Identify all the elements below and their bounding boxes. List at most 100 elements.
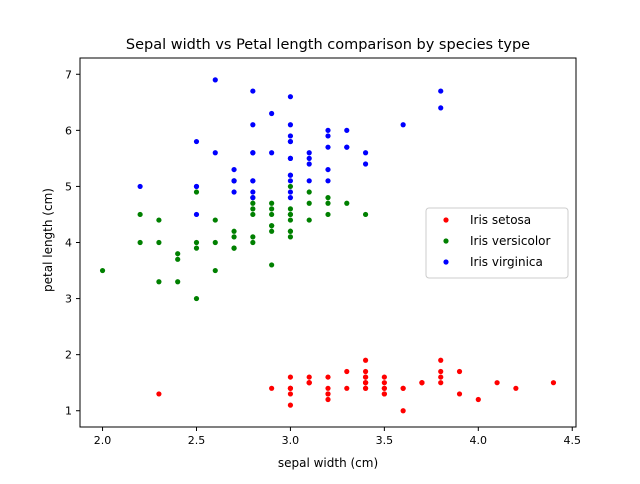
y-tick-label: 1 xyxy=(65,405,72,418)
iris-versicolor-point xyxy=(287,206,294,212)
iris-versicolor-point xyxy=(325,195,331,201)
legend-box xyxy=(425,207,569,279)
iris-versicolor-point xyxy=(250,206,256,212)
iris-virginica-point xyxy=(231,189,237,195)
iris-setosa-point xyxy=(287,385,294,391)
iris-versicolor-point xyxy=(250,200,256,206)
legend-marker-iris-setosa xyxy=(443,217,449,223)
iris-virginica-point xyxy=(287,178,294,184)
iris-versicolor-point xyxy=(269,228,275,234)
iris-virginica-point xyxy=(269,150,275,156)
iris-virginica-point xyxy=(287,138,294,145)
iris-versicolor-point xyxy=(231,228,237,234)
iris-virginica-point xyxy=(306,155,312,161)
plot-area-frame xyxy=(79,57,577,428)
iris-versicolor-point xyxy=(287,217,294,223)
iris-setosa-point xyxy=(344,368,350,375)
iris-versicolor-point xyxy=(212,217,218,223)
iris-setosa-point xyxy=(381,385,387,391)
iris-versicolor-point xyxy=(156,239,162,246)
iris-virginica-point xyxy=(250,150,256,156)
legend: Iris setosa Iris versicolor Iris virginica xyxy=(425,207,569,279)
iris-setosa-point xyxy=(438,380,444,386)
iris-virginica-point xyxy=(306,161,312,167)
iris-setosa-point xyxy=(306,380,312,386)
iris-virginica-point xyxy=(287,155,294,161)
iris-virginica-point xyxy=(438,88,444,94)
iris-virginica-point xyxy=(325,144,331,150)
iris-virginica-point xyxy=(325,166,331,173)
x-tick-label: 4.0 xyxy=(470,434,488,447)
iris-setosa-point xyxy=(475,396,481,403)
iris-versicolor-point xyxy=(212,239,218,246)
iris-virginica-point xyxy=(287,172,294,178)
iris-virginica-point xyxy=(250,178,256,184)
legend-label-iris-virginica: Iris virginica xyxy=(470,255,543,269)
iris-virginica-point xyxy=(325,133,331,139)
iris-setosa-point xyxy=(362,374,369,380)
iris-setosa-point xyxy=(362,357,369,363)
legend-label-iris-setosa: Iris setosa xyxy=(470,213,531,227)
iris-versicolor-point xyxy=(231,234,237,240)
iris-virginica-point xyxy=(306,178,312,184)
iris-virginica-point xyxy=(362,161,369,167)
iris-setosa-point xyxy=(306,374,312,380)
iris-virginica-point xyxy=(212,150,218,156)
iris-virginica-point xyxy=(250,88,256,94)
iris-versicolor-point xyxy=(325,200,331,206)
iris-setosa-point xyxy=(156,391,162,397)
y-tick-label: 5 xyxy=(65,180,72,193)
iris-setosa-point xyxy=(456,368,463,375)
iris-virginica-point xyxy=(137,183,143,190)
iris-setosa-point xyxy=(419,380,425,386)
iris-virginica-point xyxy=(306,150,312,156)
x-tick-label: 2.5 xyxy=(188,434,206,447)
iris-setosa-point xyxy=(362,380,369,386)
iris-versicolor-point xyxy=(344,200,350,206)
iris-versicolor-point xyxy=(231,245,237,251)
iris-virginica-point xyxy=(193,211,200,218)
x-tick-label: 4.5 xyxy=(563,434,581,447)
iris-versicolor-point xyxy=(193,239,200,246)
iris-virginica-point xyxy=(344,144,350,150)
iris-setosa-point xyxy=(381,391,387,397)
x-tick-label: 2.0 xyxy=(94,434,112,447)
iris-virginica-point xyxy=(212,77,218,83)
iris-versicolor-point xyxy=(306,189,312,195)
iris-virginica-point xyxy=(250,195,256,201)
iris-setosa-point xyxy=(400,385,406,391)
data-points xyxy=(99,77,557,414)
iris-versicolor-point xyxy=(137,211,143,218)
y-tick-label: 4 xyxy=(65,237,72,250)
iris-versicolor-point xyxy=(287,228,294,234)
iris-versicolor-point xyxy=(156,279,162,285)
y-tick-label: 3 xyxy=(65,293,72,306)
iris-versicolor-point xyxy=(250,211,256,218)
iris-versicolor-point xyxy=(306,217,312,223)
iris-versicolor-point xyxy=(99,267,106,274)
iris-versicolor-point xyxy=(287,234,294,240)
iris-versicolor-point xyxy=(175,279,181,285)
iris-versicolor-point xyxy=(287,211,294,218)
y-tick-label: 2 xyxy=(65,349,72,362)
iris-virginica-point xyxy=(193,138,200,145)
iris-setosa-point xyxy=(456,391,463,397)
iris-setosa-point xyxy=(269,385,275,391)
iris-setosa-point xyxy=(438,357,444,363)
iris-virginica-point xyxy=(250,122,256,128)
iris-setosa-point xyxy=(362,368,369,375)
iris-versicolor-point xyxy=(175,256,181,262)
iris-setosa-point xyxy=(325,385,331,391)
iris-setosa-point xyxy=(494,380,500,386)
legend-marker-iris-versicolor xyxy=(443,238,449,244)
y-axis-ticks: 1 2 3 4 5 6 7 xyxy=(65,68,80,418)
legend-label-iris-versicolor: Iris versicolor xyxy=(470,234,550,248)
iris-setosa-point xyxy=(287,391,294,397)
x-tick-label: 3.0 xyxy=(282,434,300,447)
iris-versicolor-point xyxy=(269,223,275,229)
iris-setosa-point xyxy=(325,391,331,397)
iris-setosa-point xyxy=(438,374,444,380)
iris-versicolor-point xyxy=(269,206,275,212)
iris-setosa-point xyxy=(287,374,294,380)
